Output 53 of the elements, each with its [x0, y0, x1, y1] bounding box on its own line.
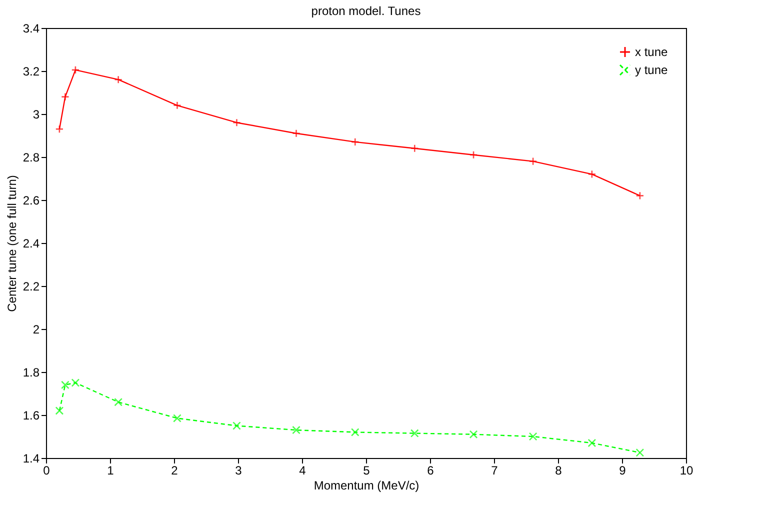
x-tick-label: 4 — [299, 464, 306, 478]
y-tick-label: 3 — [32, 108, 40, 122]
point — [588, 170, 596, 178]
y-tick-label: 2.2 — [22, 280, 40, 294]
point — [410, 429, 419, 438]
point — [114, 398, 123, 406]
y-tick-label: 2.4 — [22, 236, 40, 250]
point — [232, 422, 241, 430]
point — [588, 438, 596, 448]
point — [636, 192, 644, 200]
point — [232, 118, 241, 127]
x-tick-label: 3 — [235, 464, 242, 478]
x-tick-label: 5 — [363, 464, 370, 478]
y-tick-label: 3.2 — [22, 64, 40, 78]
point — [636, 448, 644, 457]
x-tick-label: 8 — [555, 464, 562, 478]
point — [71, 378, 80, 387]
y-axis-title: Center tune (one full turn) — [4, 175, 19, 312]
point — [469, 150, 478, 160]
point — [528, 432, 538, 441]
point — [292, 426, 300, 434]
point — [114, 75, 123, 84]
point — [173, 414, 182, 422]
point — [350, 138, 360, 146]
x-tick-label: 7 — [491, 464, 498, 478]
x-tick-label: 10 — [680, 464, 694, 478]
point — [61, 92, 70, 101]
point — [350, 428, 360, 436]
point — [55, 406, 64, 415]
y-tick-label: 1.6 — [22, 408, 40, 422]
y-tick-label: 2.8 — [22, 150, 40, 164]
y-tick-label: 2.6 — [22, 194, 40, 208]
chart-title: proton model. Tunes — [311, 4, 421, 18]
legend-label: y tune — [635, 63, 668, 77]
x-tick-label: 2 — [171, 464, 178, 478]
point — [61, 380, 70, 390]
x-axis-title: Momentum (MeV/c) — [314, 478, 420, 492]
y-tick-label: 1.8 — [22, 366, 40, 380]
point — [469, 430, 478, 439]
point — [173, 101, 182, 110]
x-tick-label: 9 — [619, 464, 626, 478]
point — [410, 144, 419, 153]
y-tick-label: 2 — [32, 322, 40, 336]
point — [71, 66, 80, 74]
x-tick-label: 1 — [107, 464, 114, 478]
y-tick-label: 3.4 — [22, 22, 40, 36]
legend-label: x tune — [635, 45, 668, 59]
point — [55, 124, 64, 134]
y-tick-label: 1.4 — [22, 452, 40, 466]
x-tick-label: 6 — [427, 464, 434, 478]
point — [528, 157, 538, 166]
x-tick-label: 0 — [43, 464, 50, 478]
point — [292, 129, 300, 138]
